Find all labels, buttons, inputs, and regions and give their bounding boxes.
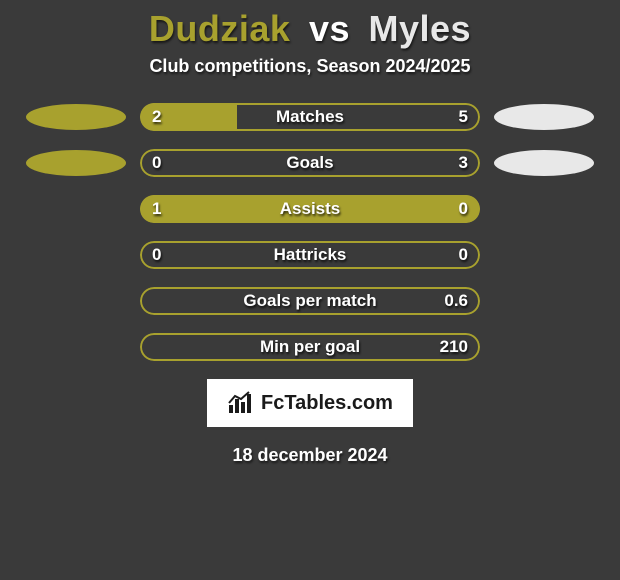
comparison-bars: 2 Matches 5 0 Goals 3 1 Assists 0 0 Hattricks 0 Goal… [0,103,620,361]
stat-value-player2: 5 [459,107,468,127]
stat-row: 0 Hattricks 0 [0,241,620,269]
logo-text: FcTables.com [261,392,393,415]
fctables-logo: FcTables.com [207,379,413,427]
stat-value-player1: 0 [152,153,161,173]
stat-value-player2: 0 [459,245,468,265]
player1-marker [26,150,126,176]
date: 18 december 2024 [0,445,620,466]
stat-bar: 1 Assists 0 [140,195,480,223]
stat-value-player2: 3 [459,153,468,173]
player2-marker [494,150,594,176]
stat-label: Min per goal [260,337,360,357]
stat-label: Goals per match [243,291,376,311]
stat-bar: Goals per match 0.6 [140,287,480,315]
player2-name: Myles [369,8,472,49]
comparison-title: Dudziak vs Myles [0,0,620,56]
vs-label: vs [309,8,350,49]
stat-bar: 0 Goals 3 [140,149,480,177]
stat-bar: 0 Hattricks 0 [140,241,480,269]
stat-label: Assists [280,199,340,219]
subtitle: Club competitions, Season 2024/2025 [0,56,620,77]
stat-bar: Min per goal 210 [140,333,480,361]
stat-row: Goals per match 0.6 [0,287,620,315]
player2-marker [494,104,594,130]
stat-row: 1 Assists 0 [0,195,620,223]
stat-label: Hattricks [274,245,347,265]
stat-value-player1: 1 [152,199,161,219]
stat-row: Min per goal 210 [0,333,620,361]
stat-label: Matches [276,107,344,127]
chart-icon [227,391,255,415]
player1-name: Dudziak [149,8,291,49]
stat-bar: 2 Matches 5 [140,103,480,131]
stat-value-player1: 2 [152,107,161,127]
stat-label: Goals [286,153,333,173]
stat-row: 2 Matches 5 [0,103,620,131]
player1-marker [26,104,126,130]
stat-value-player1: 0 [152,245,161,265]
stat-row: 0 Goals 3 [0,149,620,177]
stat-value-player2: 210 [440,337,468,357]
stat-value-player2: 0 [459,199,468,219]
stat-value-player2: 0.6 [444,291,468,311]
